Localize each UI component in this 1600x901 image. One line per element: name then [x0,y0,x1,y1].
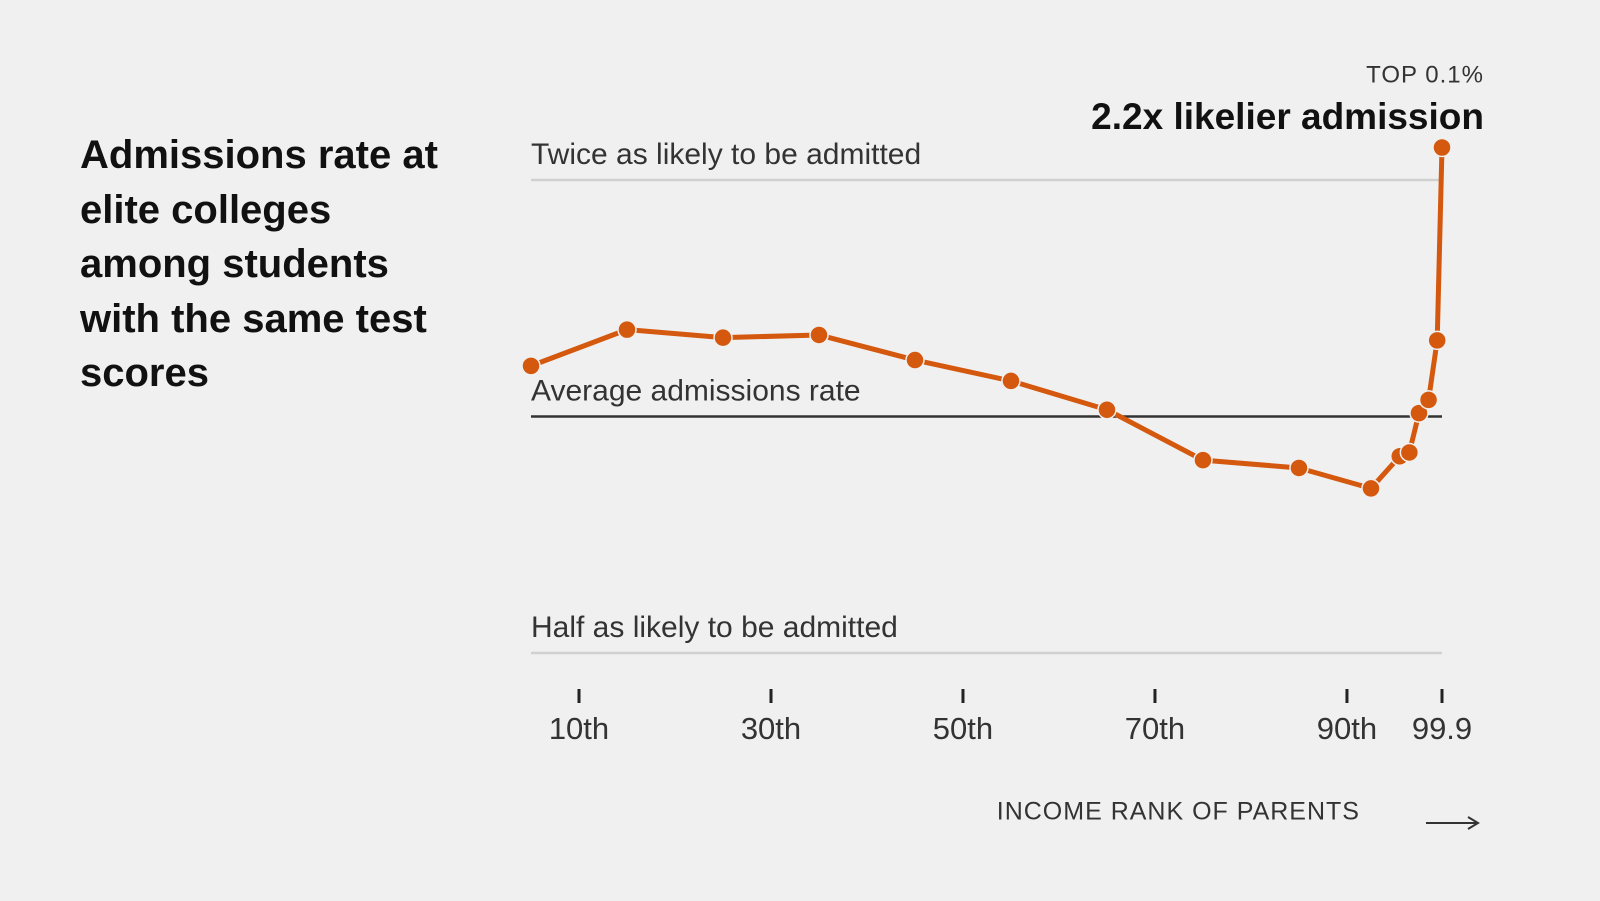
y-tick-label: Half as likely to be admitted [531,611,898,644]
chart-title: Admissions rate at elite colleges among … [80,133,438,395]
point [809,325,829,345]
point [713,327,733,348]
line [530,147,1445,491]
point [1001,371,1021,391]
x-tick-label: 99.9 [1412,711,1472,746]
point [1409,403,1429,423]
point [1427,330,1447,351]
annotation-main: 2.2x likelier admission [1091,96,1484,137]
point [1193,450,1213,470]
point [617,319,637,340]
x-tick-label: 50th [933,711,993,746]
point [521,356,541,376]
point [1097,400,1117,420]
x-tick-label: 10th [549,711,609,746]
point [1289,458,1309,478]
x-tick-label: 30th [741,711,801,746]
point [1432,137,1452,158]
y-tick-label: Average admissions rate [531,374,861,407]
y-tick-label: Twice as likely to be admitted [531,138,921,171]
annotation-top: TOP 0.1% [1366,61,1484,88]
point [1361,478,1381,499]
x-tick-label: 90th [1317,711,1377,746]
point [1399,442,1420,463]
x-axis-label: INCOME RANK OF PARENTS [997,798,1360,826]
axis-arrow-head [1467,816,1480,830]
point [1418,390,1439,410]
x-tick-label: 70th [1125,711,1185,746]
point [905,350,925,370]
